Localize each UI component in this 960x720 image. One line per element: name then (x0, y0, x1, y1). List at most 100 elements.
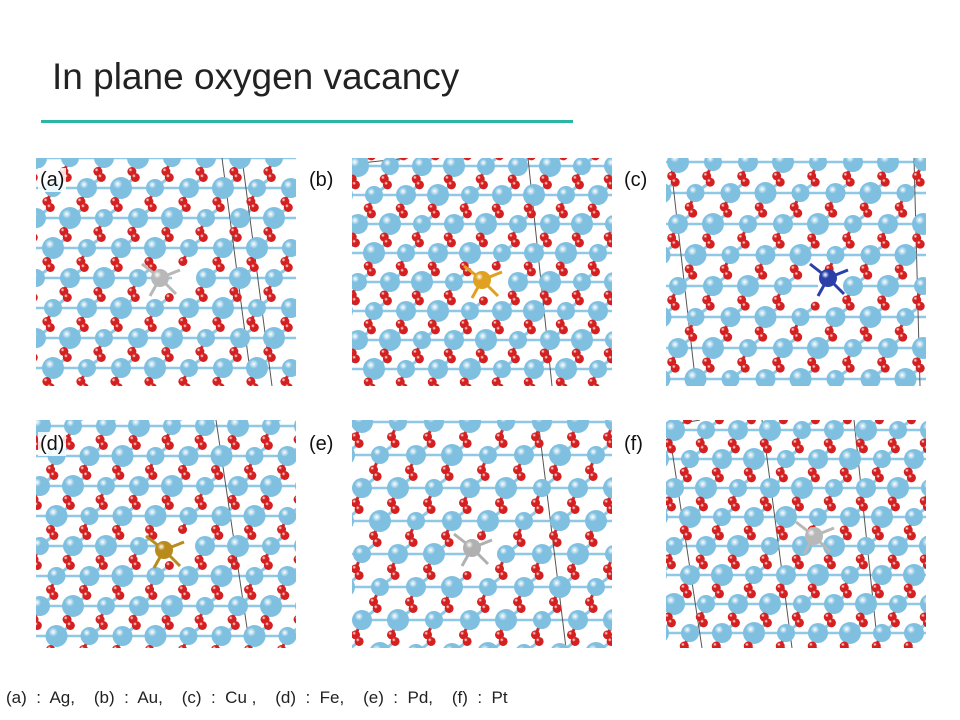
oxygen-atom (516, 603, 526, 613)
host-atom (539, 271, 561, 293)
host-atom (79, 446, 100, 466)
oxygen-atom (549, 465, 559, 475)
oxygen-atom (591, 158, 600, 161)
oxygen-atom (527, 158, 536, 161)
oxygen-atom (588, 537, 598, 547)
host-atom (711, 564, 733, 586)
oxygen-atom (480, 471, 490, 481)
oxygen-atom (230, 621, 240, 630)
oxygen-atom (477, 597, 487, 607)
host-atom (146, 567, 165, 585)
host-atom (680, 565, 700, 585)
host-atom (549, 576, 571, 598)
host-atom (180, 239, 198, 257)
oxygen-atom (423, 564, 433, 574)
crystal-structure-b (352, 158, 612, 386)
host-atom (146, 179, 164, 197)
oxygen-atom (494, 325, 504, 335)
host-atom (111, 358, 131, 378)
structure-panel-c (666, 158, 926, 386)
oxygen-atom (130, 353, 140, 362)
host-atom (729, 479, 747, 497)
oxygen-atom (293, 615, 296, 624)
oxygen-atom (567, 564, 577, 574)
oxygen-atom (810, 239, 820, 249)
oxygen-atom (65, 561, 75, 570)
host-atom (60, 268, 80, 288)
host-atom (413, 215, 431, 233)
host-atom (352, 447, 355, 463)
oxygen-atom (898, 270, 908, 280)
oxygen-atom (164, 441, 174, 450)
oxygen-atom (574, 238, 584, 248)
oxygen-atom (810, 301, 820, 311)
oxygen-atom (215, 203, 225, 212)
oxygen-atom (606, 504, 612, 514)
oxygen-atom (826, 444, 836, 454)
dopant-caption: (a) : Ag, (b) : Au, (c) : Cu , (d) : Fe,… (6, 688, 508, 707)
host-atom (737, 275, 759, 297)
oxygen-atom (858, 618, 868, 628)
oxygen-atom (45, 323, 55, 332)
oxygen-atom (585, 465, 595, 475)
oxygen-atom (462, 325, 472, 335)
oxygen-atom (82, 471, 92, 480)
host-atom (772, 158, 794, 173)
oxygen-atom (114, 383, 123, 386)
oxygen-atom (115, 591, 125, 600)
oxygen-atom (178, 645, 187, 648)
oxygen-atom (215, 323, 225, 332)
host-atom (920, 420, 926, 440)
oxygen-atom (197, 441, 207, 450)
host-atom (408, 644, 424, 648)
host-atom (860, 369, 881, 386)
host-atom (539, 158, 561, 177)
host-atom (352, 214, 368, 234)
host-atom (684, 244, 707, 266)
oxygen-atom (794, 560, 804, 570)
oxygen-atom (293, 435, 296, 444)
oxygen-atom (49, 531, 59, 540)
host-atom (667, 158, 689, 173)
host-atom (871, 506, 893, 528)
oxygen-atom (778, 473, 788, 483)
oxygen-atom (36, 501, 42, 510)
host-atom (36, 158, 47, 169)
host-atom (246, 357, 268, 379)
oxygen-atom (558, 325, 568, 335)
oxygen-atom (148, 383, 157, 386)
atom-layer (352, 158, 612, 386)
oxygen-atom (758, 208, 768, 218)
oxygen-atom (705, 363, 715, 373)
oxygen-atom (441, 465, 451, 475)
host-atom (745, 566, 763, 584)
oxygen-atom (390, 504, 400, 514)
host-atom (666, 537, 683, 555)
oxygen-atom (794, 618, 804, 628)
oxygen-atom (531, 630, 541, 640)
host-atom (352, 190, 353, 200)
oxygen-atom (444, 537, 454, 547)
host-atom (110, 177, 132, 199)
host-atom (789, 244, 812, 266)
host-atom (243, 505, 266, 527)
host-atom (604, 272, 612, 292)
oxygen-atom (45, 203, 55, 212)
host-atom (603, 609, 612, 631)
host-atom (227, 535, 249, 557)
host-atom (478, 642, 498, 648)
host-atom (557, 186, 575, 204)
host-atom (64, 420, 82, 435)
host-atom (493, 360, 511, 378)
oxygen-atom (495, 564, 505, 574)
oxygen-atom (423, 498, 433, 508)
host-atom (459, 242, 481, 264)
oxygen-atom (423, 630, 433, 640)
host-atom (721, 246, 740, 264)
oxygen-atom (567, 498, 577, 508)
oxygen-atom (531, 432, 541, 442)
host-atom (211, 506, 232, 526)
oxygen-atom (426, 438, 436, 448)
oxygen-atom (423, 432, 433, 442)
host-atom (479, 578, 497, 596)
